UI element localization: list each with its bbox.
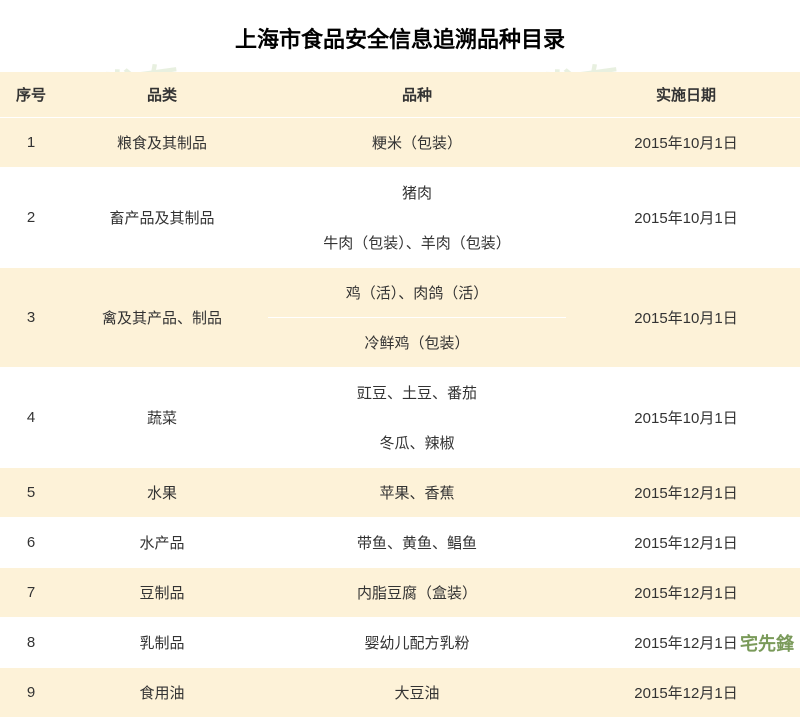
cell-num: 2 bbox=[0, 168, 62, 268]
table-row: 7豆制品内脂豆腐（盒装）2015年12月1日 bbox=[0, 568, 800, 618]
cell-variety: 带鱼、黄鱼、鲳鱼 bbox=[262, 518, 572, 568]
cell-category: 蔬菜 bbox=[62, 368, 262, 468]
cell-variety: 豇豆、土豆、番茄冬瓜、辣椒 bbox=[262, 368, 572, 468]
cell-category: 食用油 bbox=[62, 668, 262, 718]
table-header-row: 序号 品类 品种 实施日期 bbox=[0, 72, 800, 118]
table-row: 6水产品带鱼、黄鱼、鲳鱼2015年12月1日 bbox=[0, 518, 800, 568]
cell-category: 豆制品 bbox=[62, 568, 262, 618]
cell-num: 5 bbox=[0, 468, 62, 518]
cell-category: 乳制品 bbox=[62, 618, 262, 668]
col-header-variety: 品种 bbox=[262, 72, 572, 118]
cell-date: 2015年10月1日 bbox=[572, 118, 800, 168]
variety-line: 豇豆、土豆、番茄 bbox=[268, 382, 566, 403]
table-row: 2畜产品及其制品猪肉牛肉（包装）、羊肉（包装）2015年10月1日 bbox=[0, 168, 800, 268]
cell-category: 水产品 bbox=[62, 518, 262, 568]
variety-line: 冷鲜鸡（包装） bbox=[268, 317, 566, 353]
catalog-table: 序号 品类 品种 实施日期 1粮食及其制品粳米（包装）2015年10月1日2畜产… bbox=[0, 72, 800, 718]
cell-category: 粮食及其制品 bbox=[62, 118, 262, 168]
cell-date: 2015年12月1日 bbox=[572, 518, 800, 568]
table-row: 9食用油大豆油2015年12月1日 bbox=[0, 668, 800, 718]
cell-variety: 内脂豆腐（盒装） bbox=[262, 568, 572, 618]
cell-category: 水果 bbox=[62, 468, 262, 518]
cell-num: 4 bbox=[0, 368, 62, 468]
table-row: 4蔬菜豇豆、土豆、番茄冬瓜、辣椒2015年10月1日 bbox=[0, 368, 800, 468]
cell-date: 2015年12月1日 bbox=[572, 468, 800, 518]
cell-num: 6 bbox=[0, 518, 62, 568]
cell-date: 2015年10月1日 bbox=[572, 168, 800, 268]
cell-date: 2015年10月1日 bbox=[572, 268, 800, 368]
col-header-num: 序号 bbox=[0, 72, 62, 118]
cell-variety: 苹果、香蕉 bbox=[262, 468, 572, 518]
cell-date: 2015年12月1日 bbox=[572, 668, 800, 718]
cell-category: 禽及其产品、制品 bbox=[62, 268, 262, 368]
cell-date: 2015年10月1日 bbox=[572, 368, 800, 468]
page-title: 上海市食品安全信息追溯品种目录 bbox=[0, 0, 800, 72]
table-row: 1粮食及其制品粳米（包装）2015年10月1日 bbox=[0, 118, 800, 168]
variety-line: 牛肉（包装）、羊肉（包装） bbox=[268, 217, 566, 253]
cell-variety: 婴幼儿配方乳粉 bbox=[262, 618, 572, 668]
cell-num: 1 bbox=[0, 118, 62, 168]
table-row: 8乳制品婴幼儿配方乳粉2015年12月1日 bbox=[0, 618, 800, 668]
cell-num: 7 bbox=[0, 568, 62, 618]
table-row: 3禽及其产品、制品鸡（活）、肉鸽（活） 冷鲜鸡（包装）2015年10月1日 bbox=[0, 268, 800, 368]
table-row: 5水果苹果、香蕉2015年12月1日 bbox=[0, 468, 800, 518]
cell-variety: 粳米（包装） bbox=[262, 118, 572, 168]
cell-variety: 鸡（活）、肉鸽（活） 冷鲜鸡（包装） bbox=[262, 268, 572, 368]
variety-line: 鸡（活）、肉鸽（活） bbox=[268, 282, 566, 303]
cell-num: 8 bbox=[0, 618, 62, 668]
variety-line: 冬瓜、辣椒 bbox=[268, 417, 566, 453]
col-header-category: 品类 bbox=[62, 72, 262, 118]
cell-variety: 猪肉牛肉（包装）、羊肉（包装） bbox=[262, 168, 572, 268]
cell-category: 畜产品及其制品 bbox=[62, 168, 262, 268]
cell-variety: 大豆油 bbox=[262, 668, 572, 718]
cell-num: 3 bbox=[0, 268, 62, 368]
col-header-date: 实施日期 bbox=[572, 72, 800, 118]
cell-num: 9 bbox=[0, 668, 62, 718]
logo-text: 宅先鋒 bbox=[740, 630, 794, 656]
cell-date: 2015年12月1日 bbox=[572, 568, 800, 618]
variety-line: 猪肉 bbox=[268, 182, 566, 203]
